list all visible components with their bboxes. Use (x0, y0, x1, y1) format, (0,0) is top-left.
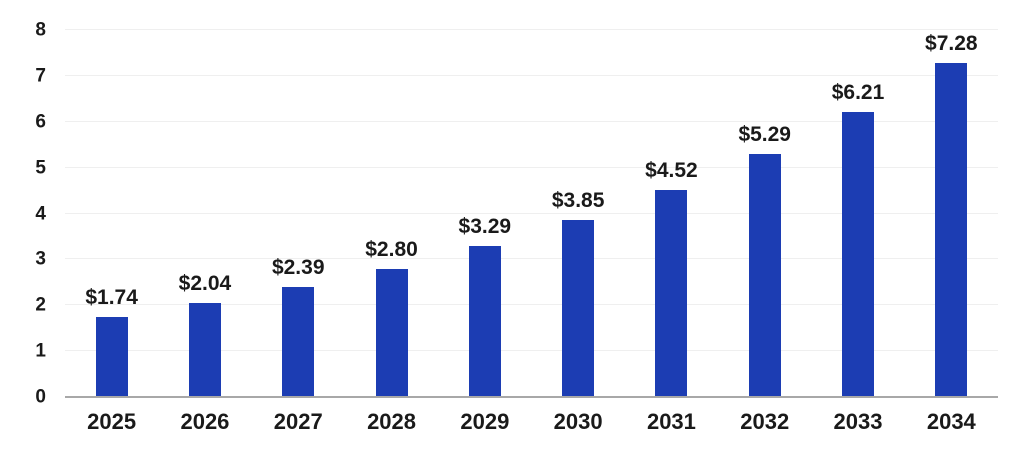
y-tick-label: 0 (35, 386, 46, 408)
y-tick-label: 3 (35, 248, 46, 270)
x-tick-label: 2025 (87, 409, 137, 434)
y-tick-label: 8 (35, 19, 46, 41)
bar-2025 (95, 317, 128, 397)
bar-2033 (842, 112, 875, 397)
bar-2030 (562, 220, 595, 397)
bar-value-label: $1.74 (85, 286, 138, 310)
gridline (65, 212, 998, 214)
bar-column-2029: $3.29 (438, 30, 531, 397)
bar-2034 (935, 63, 968, 397)
bar-value-label: $2.80 (365, 237, 418, 261)
bar-column-2031: $4.52 (625, 30, 718, 397)
gridline (65, 350, 998, 352)
bar-value-label: $2.04 (178, 272, 232, 296)
bar-column-2034: $7.28 (905, 30, 998, 397)
bar-value-label: $5.29 (738, 123, 791, 147)
bar-2029 (468, 246, 501, 397)
bar-value-label: $3.85 (551, 189, 605, 213)
bars-row: $1.74 $2.04 $2.39 $2.80 $3.29 $3.85 $4.52 $5.29… (65, 30, 998, 397)
bar-value-label: $7.28 (925, 32, 978, 56)
bar-value-label: $2.39 (271, 256, 325, 280)
y-tick-label: 6 (35, 111, 46, 133)
x-tick-label: 2031 (646, 409, 696, 434)
bar-column-2028: $2.80 (345, 30, 438, 397)
plot-area: $1.74 $2.04 $2.39 $2.80 $3.29 $3.85 $4.52 $5.29… (65, 29, 998, 398)
gridline (65, 258, 998, 260)
bar-value-label: $4.52 (645, 158, 698, 182)
bar-value-label: $3.29 (458, 215, 512, 239)
x-tick-label: 2032 (740, 409, 790, 434)
x-tick-label: 2034 (926, 409, 976, 434)
y-tick-label: 7 (35, 65, 46, 87)
bar-column-2033: $6.21 (811, 30, 904, 397)
y-tick-label: 5 (35, 157, 46, 179)
x-tick-label: 2030 (553, 409, 603, 434)
y-tick-label: 2 (35, 294, 46, 316)
bar-value-label: $6.21 (831, 81, 885, 105)
gridline (65, 304, 998, 306)
gridline (65, 120, 998, 122)
gridline (65, 166, 998, 168)
y-tick-label: 4 (35, 203, 46, 224)
y-axis: 0 1 2 3 4 5 6 7 8 (10, 21, 46, 407)
gridline (65, 74, 998, 76)
bar-column-2030: $3.85 (531, 30, 624, 397)
x-tick-label: 2027 (273, 409, 323, 434)
y-tick-label: 1 (35, 340, 46, 362)
bar-2032 (748, 154, 781, 397)
bar-2027 (282, 287, 315, 397)
x-tick-label: 2033 (833, 409, 883, 434)
gridline (65, 29, 998, 30)
bar-2028 (375, 268, 408, 397)
x-tick-label: 2028 (367, 409, 417, 434)
bar-column-2026: $2.04 (158, 30, 251, 397)
bar-2031 (655, 189, 688, 397)
bar-column-2032: $5.29 (718, 30, 811, 397)
x-axis-baseline (65, 396, 998, 398)
x-tick-label: 2029 (460, 409, 510, 434)
bar-2026 (188, 303, 221, 397)
bar-column-2025: $1.74 (65, 30, 158, 397)
bar-column-2027: $2.39 (252, 30, 345, 397)
x-tick-label: 2026 (180, 409, 230, 434)
x-axis: 2025 2026 2027 2028 2029 2030 2031 2032 2033 2034 (65, 411, 998, 433)
